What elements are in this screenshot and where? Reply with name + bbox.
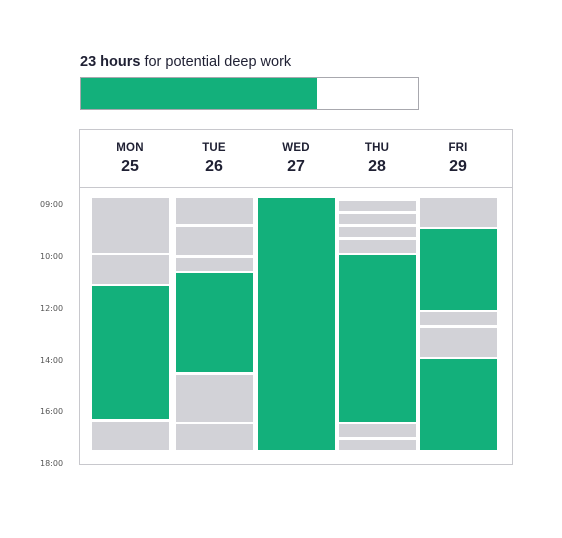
day-name: WED	[282, 142, 310, 154]
day-number: 25	[121, 158, 139, 175]
deep-work-headline: 23 hours for potential deep work	[80, 54, 291, 70]
busy-slot-mon	[92, 224, 169, 253]
busy-slot-tue	[176, 257, 253, 271]
busy-slot-thu	[339, 439, 416, 451]
week-calendar: MON 25 TUE 26 WED 27 THU 28 FRI 29	[79, 129, 513, 465]
busy-slot-mon	[92, 255, 169, 284]
day-name: TUE	[202, 142, 226, 154]
day-header-tue: TUE 26	[176, 142, 252, 176]
free-slot-thu	[339, 255, 416, 422]
free-slot-mon	[92, 286, 169, 419]
busy-slot-thu	[339, 424, 416, 438]
deep-work-progress-bar	[80, 77, 419, 110]
busy-slot-thu	[339, 226, 416, 237]
busy-slot-fri	[420, 328, 497, 357]
day-name: THU	[364, 142, 390, 154]
free-slot-fri	[420, 359, 497, 451]
busy-slot-mon	[92, 198, 169, 224]
day-header-wed: WED 27	[258, 142, 334, 176]
time-label: 09:00	[40, 200, 64, 209]
time-label: 12:00	[40, 304, 64, 313]
busy-slot-tue	[176, 374, 253, 422]
busy-slot-tue	[176, 226, 253, 256]
time-label: 18:00	[40, 459, 64, 468]
free-slot-tue	[176, 273, 253, 373]
day-number: 26	[205, 158, 223, 175]
day-name: FRI	[448, 142, 468, 154]
deep-work-progress-fill	[81, 78, 317, 109]
time-label: 10:00	[40, 252, 64, 261]
free-slot-wed	[258, 198, 335, 451]
calendar-header: MON 25 TUE 26 WED 27 THU 28 FRI 29	[80, 130, 512, 188]
busy-slot-tue	[176, 198, 253, 224]
busy-slot-tue	[176, 424, 253, 451]
free-slot-fri	[420, 229, 497, 310]
deep-work-caption: for potential deep work	[140, 54, 292, 70]
day-header-fri: FRI 29	[420, 142, 496, 176]
deep-work-hours: 23 hours	[80, 54, 141, 70]
time-label: 16:00	[40, 407, 64, 416]
time-label: 14:00	[40, 356, 64, 365]
busy-slot-mon	[92, 421, 169, 451]
day-number: 27	[287, 158, 305, 175]
busy-slot-fri	[420, 198, 497, 227]
busy-slot-fri	[420, 312, 497, 326]
day-name: MON	[116, 142, 144, 154]
day-header-thu: THU 28	[339, 142, 415, 176]
busy-slot-thu	[339, 213, 416, 224]
day-number: 29	[449, 158, 467, 175]
day-header-mon: MON 25	[92, 142, 168, 176]
busy-slot-thu	[339, 239, 416, 253]
busy-slot-thu	[339, 200, 416, 211]
day-number: 28	[368, 158, 386, 175]
